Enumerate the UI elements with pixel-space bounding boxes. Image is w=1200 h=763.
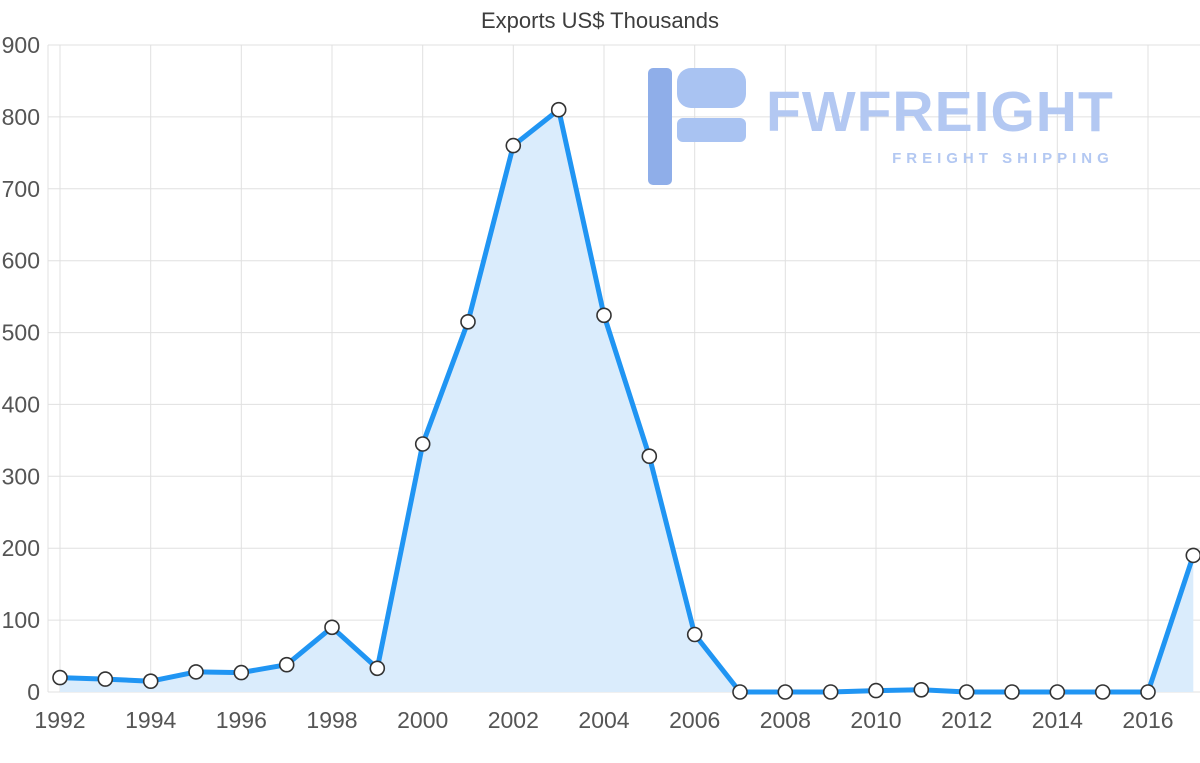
y-tick-label: 900 <box>2 32 40 58</box>
x-axis-labels: 1992 1994 1996 1998 2000 2002 2004 2006 2008 2010… <box>34 707 1173 733</box>
data-point <box>278 656 295 673</box>
data-point <box>550 101 567 118</box>
area-fill <box>60 109 1194 692</box>
x-tick-label: 2000 <box>397 707 448 733</box>
data-point <box>142 673 159 690</box>
data-point <box>233 664 250 681</box>
data-point <box>822 684 839 700</box>
x-tick-label: 2008 <box>760 707 811 733</box>
data-point <box>369 660 386 677</box>
data-point <box>505 137 522 154</box>
data-point <box>913 681 930 698</box>
data-point-markers <box>52 101 1200 700</box>
x-tick-label: 1996 <box>216 707 267 733</box>
y-tick-label: 200 <box>2 535 40 561</box>
y-tick-label: 700 <box>2 176 40 202</box>
y-axis-labels: 0 100 200 300 400 500 600 700 800 900 <box>2 32 40 705</box>
x-tick-label: 2004 <box>578 707 629 733</box>
x-tick-label: 2010 <box>850 707 901 733</box>
data-point <box>1094 684 1111 700</box>
data-point <box>777 684 794 700</box>
x-tick-label: 2012 <box>941 707 992 733</box>
x-tick-label: 2006 <box>669 707 720 733</box>
chart-title: Exports US$ Thousands <box>480 8 720 33</box>
data-point <box>1185 547 1200 564</box>
x-tick-label: 1992 <box>34 707 85 733</box>
y-tick-label: 300 <box>2 463 40 489</box>
data-point <box>188 664 204 680</box>
data-point <box>1049 684 1066 700</box>
data-point <box>1004 684 1020 700</box>
data-point <box>460 313 476 330</box>
y-tick-label: 500 <box>2 320 40 346</box>
data-point <box>868 682 884 699</box>
data-point <box>596 307 612 324</box>
data-point <box>641 448 658 465</box>
y-tick-label: 600 <box>2 248 40 274</box>
x-tick-label: 2014 <box>1032 707 1083 733</box>
y-tick-label: 0 <box>27 679 40 705</box>
data-point <box>958 684 975 700</box>
y-tick-label: 800 <box>2 104 40 130</box>
x-tick-label: 2002 <box>488 707 539 733</box>
data-point <box>97 671 114 687</box>
data-point <box>732 684 748 700</box>
data-point <box>686 626 703 643</box>
x-tick-label: 2016 <box>1122 707 1173 733</box>
y-tick-label: 100 <box>2 607 40 633</box>
x-tick-label: 1994 <box>125 707 176 733</box>
x-tick-label: 1998 <box>306 707 357 733</box>
gridlines <box>47 44 1200 693</box>
data-point <box>414 436 431 452</box>
y-tick-label: 400 <box>2 391 40 417</box>
data-point <box>1140 684 1156 700</box>
data-point <box>324 619 340 636</box>
data-point <box>52 669 68 686</box>
